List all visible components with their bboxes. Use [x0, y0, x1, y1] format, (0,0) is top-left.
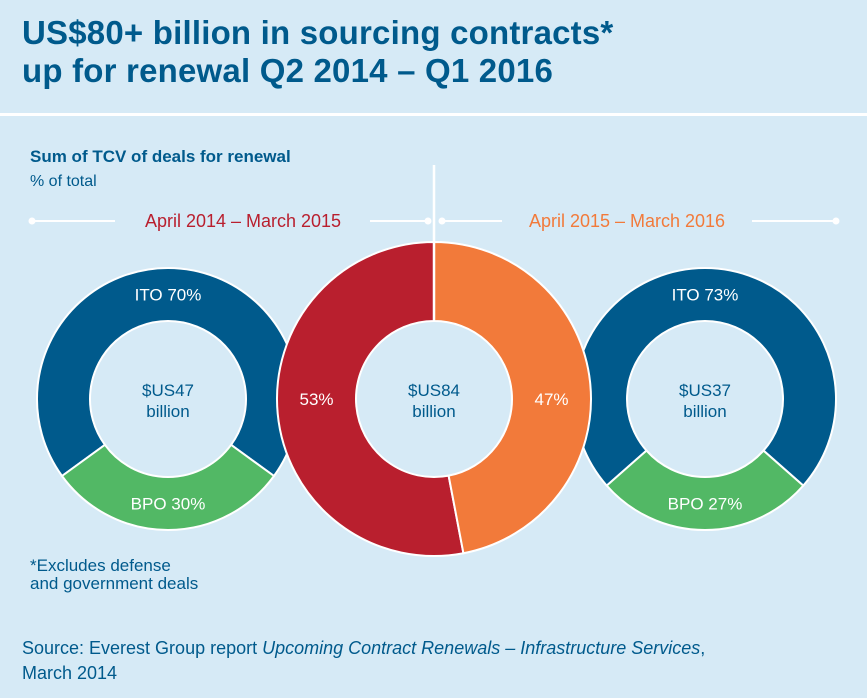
right-donut-ito-slice: [573, 267, 837, 488]
source-suffix: ,: [700, 638, 706, 658]
page-title: US$80+ billion in sourcing contracts* up…: [22, 14, 852, 90]
left-donut-bpo-label: BPO 30%: [131, 495, 206, 514]
timeline-dot-2: [438, 217, 446, 225]
timeline-dot-3: [832, 217, 840, 225]
source-date: March 2014: [22, 663, 118, 683]
center-donut-label-2: 47%: [534, 390, 568, 409]
title-line-2: up for renewal Q2 2014 – Q1 2016: [22, 52, 553, 89]
chart-unit: % of total: [30, 173, 97, 190]
chart-title: Sum of TCV of deals for renewal: [30, 147, 291, 166]
timeline-dot-1: [424, 217, 432, 225]
center-donut-center-line-1: $US84: [408, 381, 460, 400]
footnote-line-2: and government deals: [30, 574, 199, 593]
right-donut-center-line-2: billion: [683, 402, 726, 421]
right-donut-bpo-label: BPO 27%: [668, 495, 743, 514]
center-donut-slice-2: [433, 240, 592, 555]
center-donut-slice-1: [276, 240, 465, 557]
period-label-2: April 2015 – March 2016: [529, 211, 725, 231]
timeline-dot-0: [28, 217, 36, 225]
left-donut-bpo-slice: [60, 443, 276, 531]
left-donut-center-line-2: billion: [146, 402, 189, 421]
left-donut-ito-label: ITO 70%: [135, 286, 202, 305]
left-donut-center-line-1: $US47: [142, 381, 194, 400]
title-line-1: US$80+ billion in sourcing contracts*: [22, 14, 614, 51]
footnote: *Excludes defense and government deals: [30, 557, 198, 593]
center-donut-center-line-2: billion: [412, 402, 455, 421]
title-divider: [0, 113, 867, 116]
footnote-line-1: *Excludes defense: [30, 556, 171, 575]
right-donut-center-line-1: $US37: [679, 381, 731, 400]
right-donut-ito-label: ITO 73%: [672, 286, 739, 305]
source-note: Source: Everest Group report Upcoming Co…: [22, 636, 852, 686]
period-label-1: April 2014 – March 2015: [145, 211, 341, 231]
source-report-title: Upcoming Contract Renewals – Infrastruct…: [262, 638, 701, 658]
source-prefix: Source: Everest Group report: [22, 638, 263, 658]
right-donut-bpo-slice: [605, 449, 805, 532]
center-donut-label-1: 53%: [299, 390, 333, 409]
